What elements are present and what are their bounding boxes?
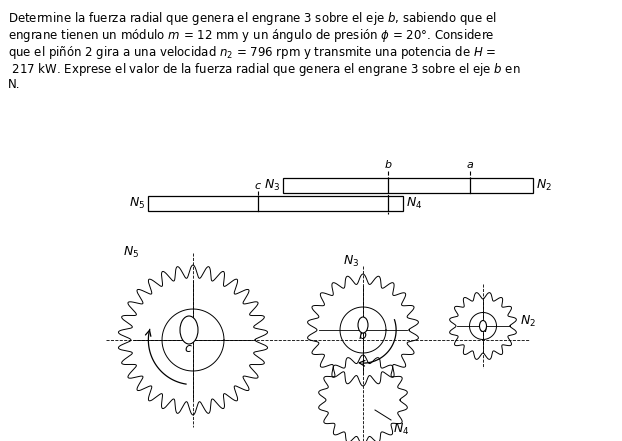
Text: $c$: $c$ — [254, 181, 262, 191]
Text: $b$: $b$ — [384, 158, 392, 170]
Text: engrane tienen un módulo $m$ = 12 mm y un ángulo de presión $\phi$ = 20°. Consid: engrane tienen un módulo $m$ = 12 mm y u… — [8, 27, 494, 44]
Text: $N_5$: $N_5$ — [129, 196, 145, 211]
Text: $N_4$: $N_4$ — [393, 422, 409, 437]
Text: que el piñón 2 gira a una velocidad $n_2$ = 796 rpm y transmite una potencia de : que el piñón 2 gira a una velocidad $n_2… — [8, 44, 496, 61]
Text: 217 kW. Exprese el valor de la fuerza radial que genera el engrane 3 sobre el ej: 217 kW. Exprese el valor de la fuerza ra… — [8, 61, 521, 78]
Text: $a$: $a$ — [478, 322, 488, 336]
Text: Determine la fuerza radial que genera el engrane 3 sobre el eje $b$, sabiendo qu: Determine la fuerza radial que genera el… — [8, 10, 496, 27]
Bar — [283, 178, 533, 193]
Text: $a$: $a$ — [466, 160, 474, 170]
Text: N.: N. — [8, 78, 21, 91]
Text: $b$: $b$ — [358, 328, 368, 342]
Text: $c$: $c$ — [183, 341, 192, 355]
Text: $N_5$: $N_5$ — [123, 245, 139, 260]
Ellipse shape — [358, 317, 368, 333]
Ellipse shape — [480, 321, 486, 332]
Text: $N_2$: $N_2$ — [520, 314, 536, 329]
Text: $N_2$: $N_2$ — [536, 178, 552, 193]
Text: $N_3$: $N_3$ — [343, 254, 359, 269]
Text: $N_4$: $N_4$ — [406, 196, 422, 211]
Text: $N_3$: $N_3$ — [264, 178, 280, 193]
Ellipse shape — [180, 316, 198, 344]
Bar — [148, 196, 403, 211]
